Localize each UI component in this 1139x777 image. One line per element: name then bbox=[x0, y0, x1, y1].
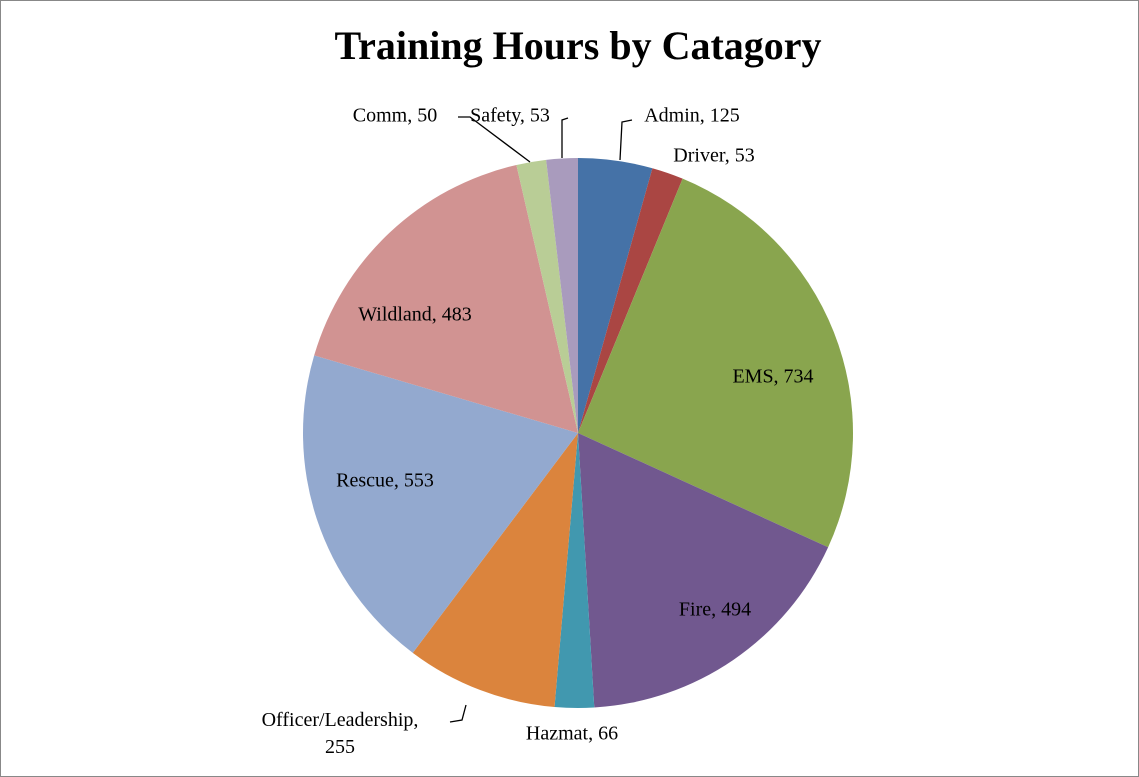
data-label: EMS, 734 bbox=[732, 366, 813, 388]
chart-title: Training Hours by Catagory bbox=[334, 23, 821, 68]
leader-line bbox=[619, 119, 633, 161]
pie-slice: Admin bbox=[578, 158, 653, 433]
leader-line bbox=[458, 116, 531, 163]
pie-slice: Officer/Leadership bbox=[412, 433, 578, 707]
pie-slice: EMS bbox=[578, 178, 854, 548]
data-label: Driver, 53 bbox=[673, 145, 754, 167]
data-label: Comm, 50 bbox=[353, 105, 437, 127]
pie-slice: Comm bbox=[516, 159, 578, 434]
pie-slice: Fire bbox=[578, 433, 829, 708]
pie-slice: Hazmat bbox=[554, 433, 595, 708]
pie-slice: Safety bbox=[546, 158, 578, 433]
leader-line bbox=[561, 117, 569, 158]
data-label: Admin, 125 bbox=[644, 105, 740, 127]
pie-slice: Wildland bbox=[314, 164, 578, 434]
data-label: Officer/Leadership, 255 bbox=[262, 709, 419, 758]
data-label: Rescue, 553 bbox=[336, 470, 434, 492]
data-label: Wildland, 483 bbox=[358, 304, 472, 326]
data-label: Safety, 53 bbox=[470, 105, 550, 127]
pie-slice: Rescue bbox=[303, 355, 578, 653]
data-label: Fire, 494 bbox=[679, 599, 751, 621]
pie-slice: Driver bbox=[578, 168, 683, 434]
leader-line bbox=[449, 704, 467, 723]
data-label: Hazmat, 66 bbox=[526, 723, 618, 745]
